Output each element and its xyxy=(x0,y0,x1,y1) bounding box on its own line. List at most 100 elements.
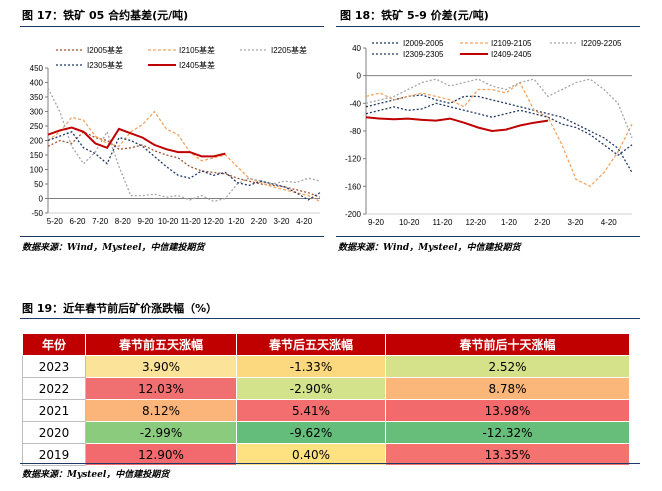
fig18-chart: -200 -160 -120 -80 -40 0 40 9-20 10-20 11-20 12-20… xyxy=(345,39,633,227)
series-line-3 xyxy=(365,102,633,157)
year-cell: 2022 xyxy=(22,377,86,400)
value-cell: 5.41% xyxy=(236,399,386,422)
x-tick-label: 3-20 xyxy=(567,218,584,227)
x-tick-label: 6-20 xyxy=(69,217,86,226)
table-row: 2019 12.90% 0.40% 13.35% xyxy=(22,443,630,466)
table-row: 2021 8.12% 5.41% 13.98% xyxy=(22,399,630,422)
series-line-1 xyxy=(47,110,321,202)
x-tick-label: 4-20 xyxy=(296,217,313,226)
y-tick-label: 450 xyxy=(30,64,44,73)
y-tick-label: 250 xyxy=(30,122,44,131)
legend-label-4: I2405基差 xyxy=(179,60,215,70)
header-post5: 春节后五天涨幅 xyxy=(236,333,386,356)
value-cell: -12.32% xyxy=(385,421,630,444)
x-tick-label: 9-20 xyxy=(137,217,154,226)
x-tick-label: 10-20 xyxy=(399,218,420,227)
legend-label-1: I2105基差 xyxy=(179,45,215,55)
legend-label-1: I2109-2105 xyxy=(491,39,532,48)
y-tick-label: 300 xyxy=(30,108,44,117)
fig17-source: 数据来源：Wind，Mysteel，中信建投期货 xyxy=(22,243,205,253)
header-pre5: 春节前五天涨幅 xyxy=(85,333,237,356)
legend-label-0: I2005基差 xyxy=(87,45,123,55)
value-cell: 2.52% xyxy=(385,355,630,378)
year-cell: 2019 xyxy=(22,443,86,466)
year-cell: 2020 xyxy=(22,421,86,444)
y-tick-label: 100 xyxy=(30,166,44,175)
value-cell: 3.90% xyxy=(85,355,237,378)
series-line-4 xyxy=(365,116,549,133)
series-line-4 xyxy=(47,126,226,158)
value-cell: -2.99% xyxy=(85,421,237,444)
series-line-1 xyxy=(365,81,633,188)
fig19-title: 图 19：近年春节前后矿价涨跌幅（%） xyxy=(22,302,218,315)
value-cell: 12.90% xyxy=(85,443,237,466)
fig18-title-rule xyxy=(336,26,640,27)
series-line-0 xyxy=(47,131,321,198)
x-tick-label: 1-20 xyxy=(501,218,518,227)
y-tick-label: -160 xyxy=(345,182,362,191)
x-tick-label: 11-20 xyxy=(181,217,201,226)
legend-label-4: I2409-2405 xyxy=(491,50,532,59)
value-cell: 8.12% xyxy=(85,399,237,422)
year-cell: 2021 xyxy=(22,399,86,422)
y-tick-label: -80 xyxy=(349,127,361,136)
y-tick-label: -40 xyxy=(349,99,361,108)
series-line-2 xyxy=(47,88,321,203)
x-tick-label: 9-20 xyxy=(368,218,385,227)
y-tick-label: 200 xyxy=(30,137,44,146)
x-tick-label: 12-20 xyxy=(203,217,224,226)
fig19-source: 数据来源：Mysteel，中信建投期货 xyxy=(22,470,170,480)
y-tick-label: 350 xyxy=(30,93,44,102)
y-tick-label: 0 xyxy=(357,72,362,81)
fig17-title-rule xyxy=(20,26,324,27)
fig18-source-rule xyxy=(336,236,640,237)
x-tick-label: 2-20 xyxy=(534,218,551,227)
table-row: 2020 -2.99% -9.62% -12.32% xyxy=(22,421,630,444)
legend-label-2: I2205基差 xyxy=(271,45,307,55)
y-tick-label: -50 xyxy=(31,209,43,218)
fig19-table: 年份 春节前五天涨幅 春节后五天涨幅 春节前后十天涨幅 2023 3.90% -1.… xyxy=(22,333,630,466)
series-line-3 xyxy=(47,131,321,201)
value-cell: 8.78% xyxy=(385,377,630,400)
y-tick-label: 0 xyxy=(39,195,44,204)
table-row: 2023 3.90% -1.33% 2.52% xyxy=(22,355,630,378)
fig19-source-rule xyxy=(20,463,640,464)
table-header-row: 年份 春节前五天涨幅 春节后五天涨幅 春节前后十天涨幅 xyxy=(22,333,630,356)
value-cell: 12.03% xyxy=(85,377,237,400)
x-tick-label: 4-20 xyxy=(601,218,618,227)
y-tick-label: 400 xyxy=(30,79,44,88)
value-cell: 0.40% xyxy=(236,443,386,466)
y-tick-label: 50 xyxy=(34,180,43,189)
year-cell: 2023 xyxy=(22,355,86,378)
value-cell: 13.35% xyxy=(385,443,630,466)
legend-label-3: I2305基差 xyxy=(87,60,123,70)
fig18-title: 图 18：铁矿 5-9 价差(元/吨) xyxy=(340,9,489,22)
x-tick-label: 12-20 xyxy=(465,218,486,227)
x-tick-label: 5-20 xyxy=(47,217,64,226)
y-tick-label: 150 xyxy=(30,151,44,160)
series-line-0 xyxy=(365,94,633,173)
fig17-title: 图 17：铁矿 05 合约基差(元/吨) xyxy=(22,9,189,22)
fig18-source: 数据来源：Wind，Mysteel，中信建投期货 xyxy=(338,243,521,253)
value-cell: -1.33% xyxy=(236,355,386,378)
x-tick-label: 11-20 xyxy=(433,218,453,227)
x-tick-label: 2-20 xyxy=(251,217,268,226)
x-tick-label: 8-20 xyxy=(115,217,132,226)
value-cell: -9.62% xyxy=(236,421,386,444)
x-tick-label: 1-20 xyxy=(228,217,245,226)
y-tick-label: -120 xyxy=(345,155,362,164)
legend-label-2: I2209-2205 xyxy=(581,39,622,48)
fig17-chart: -50 0 50 100 150 200 250 300 350 400 450 5-20 6-20 7-… xyxy=(30,45,321,226)
y-tick-label: -200 xyxy=(345,210,362,219)
y-tick-label: 40 xyxy=(352,44,361,53)
table-row: 2022 12.03% -2.90% 8.78% xyxy=(22,377,630,400)
x-tick-label: 7-20 xyxy=(92,217,109,226)
fig17-source-rule xyxy=(20,236,324,237)
legend-label-3: I2309-2305 xyxy=(403,50,444,59)
header-year: 年份 xyxy=(22,333,86,356)
legend-label-0: I2009-2005 xyxy=(403,39,444,48)
series-line-2 xyxy=(365,78,633,139)
value-cell: -2.90% xyxy=(236,377,386,400)
value-cell: 13.98% xyxy=(385,399,630,422)
x-tick-label: 10-20 xyxy=(158,217,179,226)
